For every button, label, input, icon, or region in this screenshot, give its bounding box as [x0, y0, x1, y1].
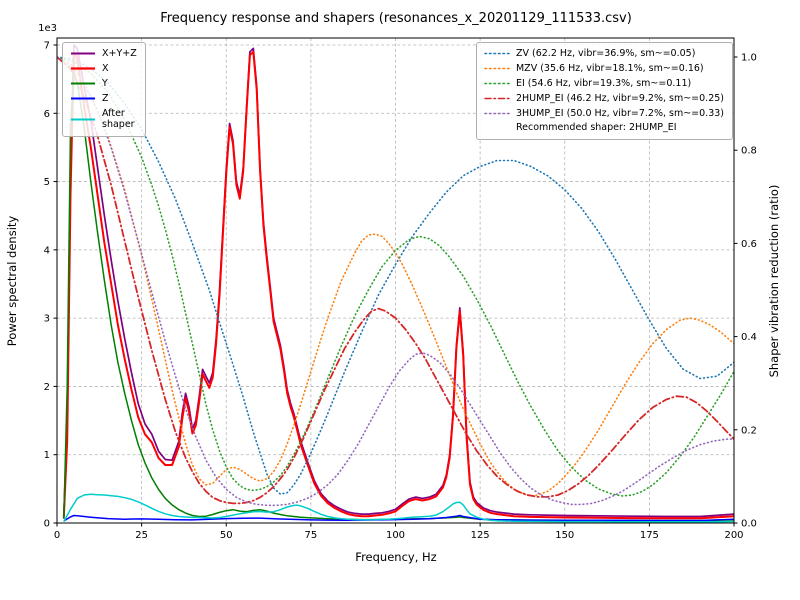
psd-legend: X+Y+Z X Y Z After shaper — [62, 42, 146, 138]
x-axis-label: Frequency, Hz — [355, 550, 436, 564]
legend-line-sample — [71, 118, 95, 121]
y-right-tick-label: 1.0 — [741, 53, 757, 64]
legend-label: Recommended shaper: 2HUMP_EI — [515, 122, 677, 134]
legend-line-sample — [484, 68, 510, 70]
y-right-tick-label: 0.4 — [741, 332, 757, 343]
legend-line-sample — [71, 52, 95, 55]
legend-label: After shaper — [102, 107, 135, 131]
legend-line-sample — [71, 97, 95, 100]
legend-item: 2HUMP_EI (46.2 Hz, vibr=9.2%, sm~=0.25) — [484, 93, 724, 105]
series-shaper-ei — [57, 56, 734, 497]
x-tick-label: 150 — [555, 530, 574, 541]
series-shaper-3hump-ei — [57, 56, 734, 507]
legend-line-sample — [484, 123, 510, 134]
legend-item: X+Y+Z — [70, 48, 137, 60]
y-left-tick-label: 2 — [44, 382, 50, 393]
y-axis-offset-label: 1e3 — [38, 23, 57, 34]
x-tick-label: 50 — [220, 530, 233, 541]
y-axis-right-label: Shaper vibration reduction (ratio) — [767, 185, 781, 378]
y-left-tick-label: 4 — [44, 245, 50, 256]
legend-label: X+Y+Z — [102, 48, 137, 59]
y-axis-left-label: Power spectral density — [5, 216, 19, 347]
x-tick-label: 100 — [386, 530, 405, 541]
legend-line-sample — [484, 82, 510, 85]
series-psd-after-shaper — [63, 493, 734, 523]
x-tick-label: 25 — [135, 530, 148, 541]
legend-label: X — [102, 62, 109, 74]
y-right-tick-label: 0.8 — [741, 146, 757, 157]
x-tick-label: 75 — [305, 530, 318, 541]
y-left-tick-label: 3 — [44, 314, 50, 325]
legend-label: ZV (62.2 Hz, vibr=36.9%, sm~=0.05) — [515, 48, 696, 59]
legend-item: ZV (62.2 Hz, vibr=36.9%, sm~=0.05) — [484, 48, 724, 60]
legend-line-sample — [71, 67, 95, 70]
y-left-tick-label: 6 — [44, 109, 50, 120]
y-right-tick-label: 0.2 — [741, 425, 757, 436]
legend-label: EI (54.6 Hz, vibr=19.3%, sm~=0.11) — [515, 77, 692, 89]
legend-item: After shaper — [70, 108, 137, 132]
legend-line-sample — [484, 112, 510, 115]
y-right-tick-label: 0.0 — [741, 519, 757, 530]
shaper-legend: ZV (62.2 Hz, vibr=36.9%, sm~=0.05) MZV (3… — [475, 42, 733, 141]
series-psd-z — [63, 514, 734, 522]
legend-item: X — [70, 63, 137, 75]
x-tick-label: 125 — [471, 530, 490, 541]
x-tick-label: 175 — [640, 530, 659, 541]
chart-title: Frequency response and shapers (resonanc… — [160, 11, 632, 26]
legend-label: 3HUMP_EI (50.0 Hz, vibr=7.2%, sm~=0.33) — [515, 107, 724, 119]
series-shaper-zv — [57, 56, 734, 495]
y-right-tick-label: 0.6 — [741, 239, 757, 250]
legend-item: Y — [70, 78, 137, 90]
legend-item: Recommended shaper: 2HUMP_EI — [484, 122, 724, 134]
legend-item: MZV (35.6 Hz, vibr=18.1%, sm~=0.16) — [484, 63, 724, 75]
y-left-tick-label: 0 — [44, 519, 50, 530]
y-left-tick-label: 7 — [44, 41, 50, 52]
legend-line-sample — [484, 97, 510, 100]
legend-line-sample — [484, 53, 510, 55]
legend-label: 2HUMP_EI (46.2 Hz, vibr=9.2%, sm~=0.25) — [515, 92, 724, 104]
series-psd-y — [63, 71, 734, 522]
legend-label: Z — [102, 92, 109, 104]
y-left-tick-label: 5 — [44, 177, 50, 188]
legend-line-sample — [71, 82, 95, 85]
series-psd-x — [62, 50, 734, 520]
series-shaper-2hump-ei — [57, 56, 734, 505]
y-left-tick-label: 1 — [44, 450, 50, 461]
legend-item: EI (54.6 Hz, vibr=19.3%, sm~=0.11) — [484, 78, 724, 90]
x-tick-label: 0 — [54, 530, 60, 541]
x-tick-label: 200 — [724, 530, 743, 541]
legend-item: 3HUMP_EI (50.0 Hz, vibr=7.2%, sm~=0.33) — [484, 108, 724, 120]
series-shaper-mzv — [57, 56, 734, 497]
legend-label: Y — [102, 77, 108, 89]
legend-label: MZV (35.6 Hz, vibr=18.1%, sm~=0.16) — [515, 62, 704, 74]
legend-item: Z — [70, 93, 137, 105]
plot-area: 0 25 50 75 100 125 150 175 200 0 1 2 3 4 5 6 7 0.0 0.2 0.4 0… — [44, 37, 757, 541]
